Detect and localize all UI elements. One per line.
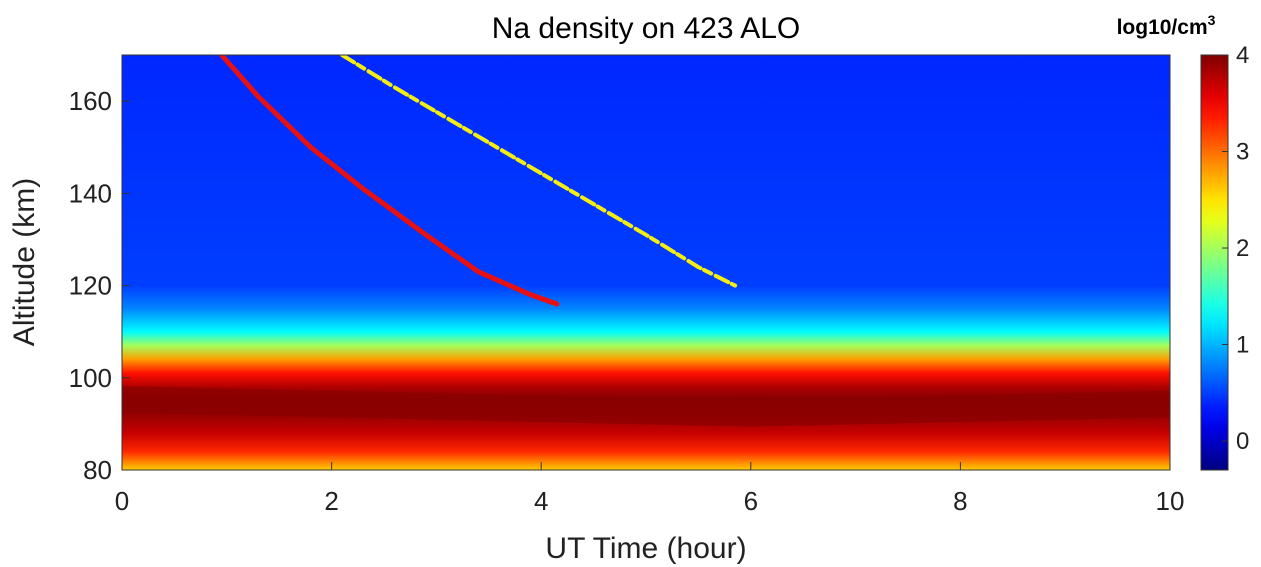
x-axis-ticks: 0 2 4 6 8 10 (115, 462, 1185, 516)
series-line-1 (219, 55, 560, 307)
colorbar-label-base: log10/cm (1117, 16, 1208, 39)
chart-title: Na density on 423 ALO (492, 12, 801, 45)
y-axis-ticks: 80 100 120 140 160 (69, 86, 130, 485)
colorbar-tick-label: 3 (1236, 139, 1249, 166)
plot-frame (121, 54, 1171, 471)
series-layer (219, 55, 738, 307)
colorbar (1200, 54, 1229, 471)
y-tick-label: 120 (69, 271, 112, 301)
colorbar-tick-label: 2 (1236, 235, 1249, 262)
colorbar-label-exponent: 3 (1208, 12, 1216, 28)
y-tick-label: 160 (69, 86, 112, 116)
colorbar-label: log10/cm3 (1117, 12, 1216, 39)
x-tick-label: 8 (953, 486, 967, 516)
x-tick-label: 2 (324, 486, 338, 516)
sodium-layer-peak (122, 386, 1170, 427)
x-tick-label: 0 (115, 486, 129, 516)
y-tick-label: 80 (83, 455, 112, 485)
plot-area (122, 55, 1170, 470)
series-line-2 (340, 55, 738, 288)
x-axis-label: UT Time (hour) (545, 532, 746, 565)
colorbar-tick-label: 4 (1236, 42, 1249, 69)
colorbar-ticks: 0 1 2 3 4 (1222, 42, 1249, 455)
x-tick-label: 10 (1156, 486, 1185, 516)
y-tick-label: 140 (69, 178, 112, 208)
colorbar-tick-label: 0 (1236, 428, 1249, 455)
y-axis-label: Altitude (km) (8, 178, 41, 346)
y-tick-label: 100 (69, 363, 112, 393)
x-tick-label: 6 (744, 486, 758, 516)
colorbar-tick-label: 1 (1236, 332, 1249, 359)
x-tick-label: 4 (534, 486, 548, 516)
